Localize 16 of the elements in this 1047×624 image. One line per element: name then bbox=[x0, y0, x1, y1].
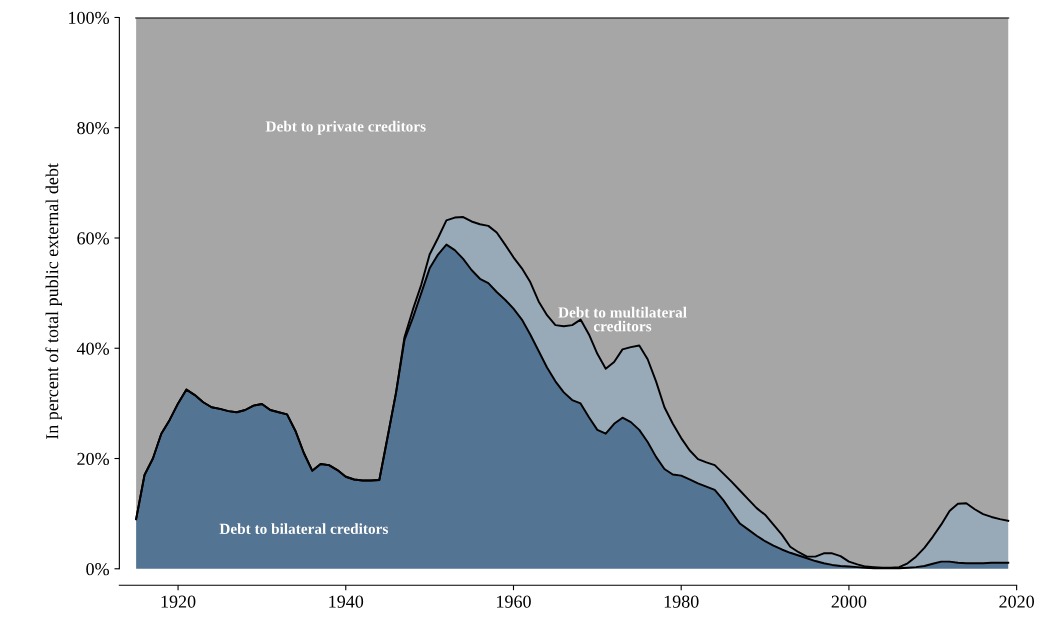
y-axis-title: In percent of total public external debt bbox=[45, 163, 62, 440]
series-label: Debt to bilateral creditors bbox=[219, 523, 388, 535]
x-tick-label: 1960 bbox=[497, 595, 531, 608]
x-tick-label: 1980 bbox=[664, 595, 699, 608]
x-tick-label: 2000 bbox=[831, 595, 867, 608]
y-tick-label: 80% bbox=[77, 121, 110, 135]
y-tick-label: 100% bbox=[69, 11, 110, 24]
x-tick-label: 1940 bbox=[329, 595, 364, 608]
x-tick-label: 1920 bbox=[161, 595, 196, 608]
series-label: Debt to private creditors bbox=[265, 120, 426, 135]
y-tick-label: 20% bbox=[77, 452, 110, 466]
y-tick-label: 60% bbox=[77, 232, 110, 245]
y-tick-label: 40% bbox=[76, 342, 110, 355]
y-tick-label: 0% bbox=[86, 563, 110, 576]
x-tick-label: 2020 bbox=[999, 595, 1034, 608]
series-label: Debt to multilateral creditors bbox=[558, 306, 687, 332]
